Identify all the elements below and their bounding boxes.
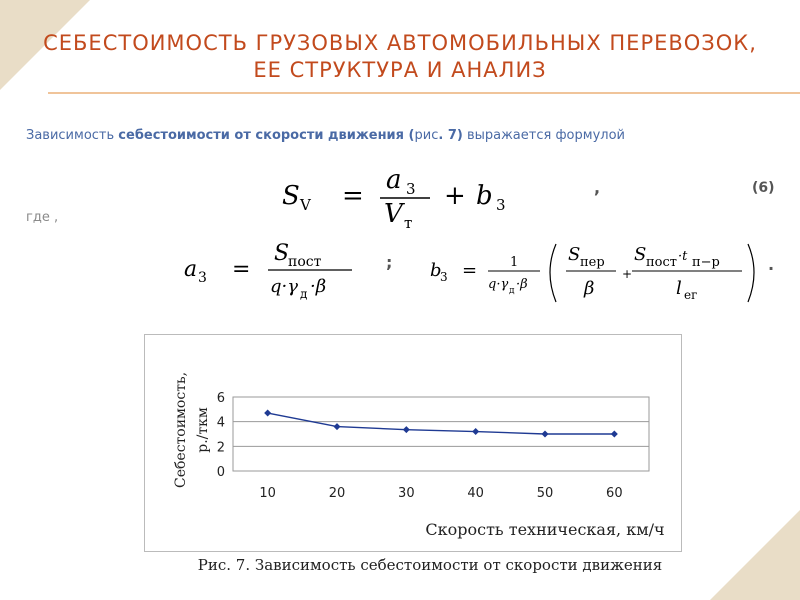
figure-caption: Рис. 7. Зависимость себестоимости от ско… bbox=[197, 556, 663, 574]
corner-decoration-top-left bbox=[0, 0, 90, 90]
f6-lhs: S bbox=[282, 181, 300, 211]
corner-decoration-bottom-right bbox=[710, 510, 800, 600]
f6-den-sub: т bbox=[404, 214, 412, 230]
fb3-right-paren bbox=[747, 243, 755, 303]
intro-text: Зависимость себестоимости от скорости дв… bbox=[26, 128, 766, 143]
fb3-coef-num: 1 bbox=[510, 255, 518, 270]
f6-b-sub: 3 bbox=[496, 196, 506, 214]
fb3-eq: = bbox=[462, 260, 477, 281]
intro-part-1: Зависимость bbox=[26, 128, 119, 143]
chart-container: 0 2 4 6 10 20 30 40 50 60 Скорость техническая, км… bbox=[144, 334, 682, 552]
fa3-lhs-sub: 3 bbox=[198, 270, 207, 286]
fa3-eq: = bbox=[232, 257, 250, 282]
fb3-coef-den-tail: ·β bbox=[516, 277, 528, 292]
y-axis-label-line2: р./ткм bbox=[195, 407, 211, 453]
fa3-den-sub: д bbox=[300, 287, 307, 301]
y-tick-label: 6 bbox=[217, 391, 225, 406]
x-tick-label: 30 bbox=[398, 486, 415, 501]
fa3-den-tail: ·β bbox=[310, 276, 326, 297]
formula-a3-semicolon: ; bbox=[386, 253, 393, 272]
x-tick-label: 40 bbox=[467, 486, 484, 501]
intro-part-4: рис bbox=[414, 128, 439, 143]
y-tick-label: 2 bbox=[217, 440, 225, 455]
fb3-t1-den: β bbox=[583, 278, 594, 299]
intro-part-5: . 7) bbox=[438, 128, 463, 143]
intro-part-3: ( bbox=[404, 128, 415, 143]
y-axis-label-line1: Себестоимость, bbox=[173, 372, 189, 488]
fb3-coef-den-sub: д bbox=[509, 286, 515, 296]
f6-b: b bbox=[476, 181, 493, 211]
fa3-den: q·γ bbox=[270, 276, 298, 297]
fa3-lhs: a bbox=[184, 257, 197, 282]
data-point bbox=[333, 423, 341, 431]
fb3-t2-den: l bbox=[676, 278, 682, 299]
fb3-t2-num-sub2: п−р bbox=[692, 255, 720, 270]
x-tick-label: 60 bbox=[606, 486, 623, 501]
y-tick-label: 4 bbox=[217, 416, 225, 431]
f6-plus: + bbox=[444, 181, 466, 211]
x-tick-label: 20 bbox=[329, 486, 346, 501]
data-point bbox=[402, 426, 410, 434]
f6-eq: = bbox=[342, 181, 364, 211]
series-line bbox=[267, 412, 615, 435]
f6-den: V bbox=[384, 199, 405, 229]
data-point bbox=[472, 428, 480, 436]
fb3-lhs-sub: 3 bbox=[440, 270, 448, 284]
where-label: где , bbox=[26, 210, 59, 225]
fb3-t2-num-sub: пост bbox=[646, 255, 677, 270]
data-point bbox=[610, 430, 618, 438]
x-tick-label: 50 bbox=[537, 486, 554, 501]
x-tick-label: 10 bbox=[259, 486, 276, 501]
fb3-t1-num-sub: пер bbox=[580, 255, 605, 270]
fb3-coef-den: q·γ bbox=[488, 277, 508, 292]
formula-b3-period: . bbox=[768, 255, 775, 274]
fb3-plus: + bbox=[622, 267, 632, 281]
cost-vs-speed-chart: 0 2 4 6 10 20 30 40 50 60 Скорость техническая, км… bbox=[173, 372, 665, 539]
fb3-t2-num: S bbox=[634, 244, 646, 265]
formula-6: S V = a 3 V т + b 3 bbox=[282, 165, 506, 230]
y-tick-label: 0 bbox=[217, 465, 225, 480]
fb3-t2-num-mid: ·t bbox=[678, 249, 688, 264]
formula-a3: a 3 = S пост q·γ д ·β bbox=[184, 241, 352, 301]
data-point bbox=[264, 409, 272, 417]
formula-b3: b 3 = 1 q·γ д ·β S пер β + S пост ·t п−р… bbox=[430, 243, 755, 303]
f6-lhs-sub: V bbox=[299, 196, 312, 214]
x-axis-label: Скорость техническая, км/ч bbox=[425, 520, 664, 539]
f6-num: a bbox=[386, 165, 402, 195]
f6-num-sub: 3 bbox=[406, 180, 416, 198]
formula-6-comma: , bbox=[594, 178, 601, 197]
fa3-num-sub: пост bbox=[288, 254, 322, 270]
fb3-t1-num: S bbox=[568, 244, 580, 265]
fa3-num: S bbox=[274, 241, 289, 266]
equation-number: (6) bbox=[752, 180, 775, 196]
fb3-t2-den-sub: ег bbox=[684, 288, 697, 302]
fb3-left-paren bbox=[549, 243, 557, 303]
slide-title: Себестоимость грузовых автомобильных пер… bbox=[43, 31, 757, 82]
intro-part-2: себестоимости от скорости движения bbox=[118, 128, 405, 143]
data-point bbox=[541, 430, 549, 438]
fb3-lhs: b bbox=[430, 260, 442, 281]
title-divider bbox=[48, 92, 800, 94]
intro-part-6: выражается формулой bbox=[462, 128, 625, 143]
